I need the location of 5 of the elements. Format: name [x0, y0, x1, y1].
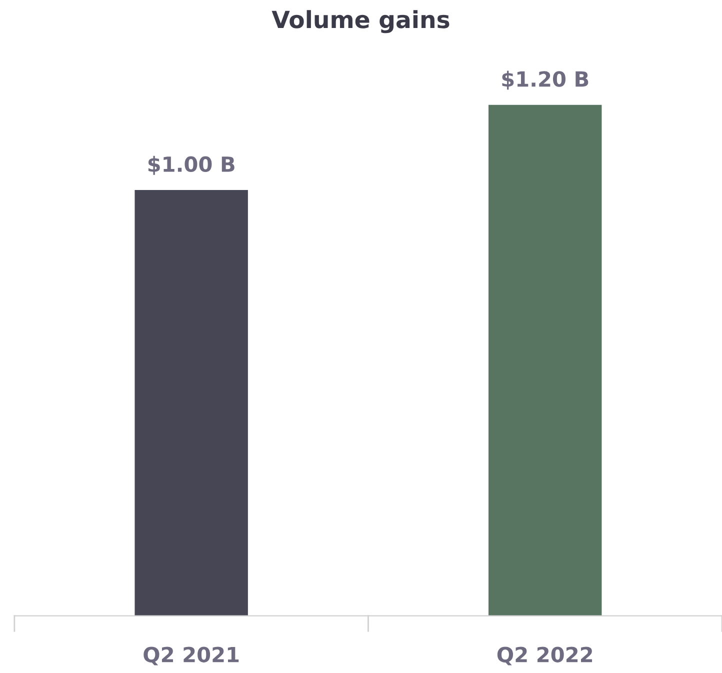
- x-tick-label: Q2 2021: [144, 646, 239, 666]
- data-label: $1.20 B: [502, 70, 588, 90]
- x-tick-label: Q2 2022: [497, 646, 592, 666]
- chart-title: Volume gains: [272, 10, 450, 34]
- data-label: $1.00 B: [148, 156, 234, 175]
